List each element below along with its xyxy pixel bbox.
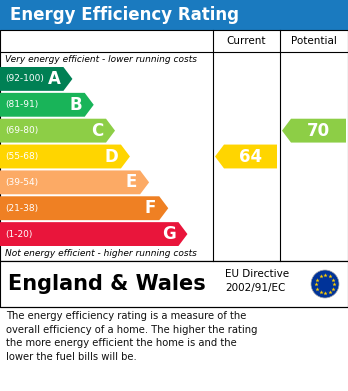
Polygon shape <box>0 119 115 143</box>
Text: 70: 70 <box>307 122 330 140</box>
Polygon shape <box>0 145 130 169</box>
Text: EU Directive
2002/91/EC: EU Directive 2002/91/EC <box>225 269 289 292</box>
Text: (1-20): (1-20) <box>5 230 32 239</box>
Bar <box>0 30 348 261</box>
Text: (55-68): (55-68) <box>5 152 38 161</box>
Polygon shape <box>0 67 72 91</box>
Text: C: C <box>91 122 103 140</box>
Text: G: G <box>162 225 175 243</box>
Bar <box>0 0 348 30</box>
Bar <box>0 30 348 52</box>
Text: (69-80): (69-80) <box>5 126 38 135</box>
Text: (39-54): (39-54) <box>5 178 38 187</box>
Text: B: B <box>69 96 82 114</box>
Text: 64: 64 <box>239 147 262 165</box>
Polygon shape <box>0 93 94 117</box>
Text: A: A <box>48 70 61 88</box>
Polygon shape <box>282 119 346 143</box>
Polygon shape <box>0 196 168 220</box>
Bar <box>0 261 348 307</box>
Text: Potential: Potential <box>291 36 337 46</box>
Polygon shape <box>215 145 277 169</box>
Text: E: E <box>126 173 137 191</box>
Text: England & Wales: England & Wales <box>8 274 206 294</box>
Text: Very energy efficient - lower running costs: Very energy efficient - lower running co… <box>5 54 197 63</box>
Text: D: D <box>104 147 118 165</box>
Text: (81-91): (81-91) <box>5 100 38 109</box>
Text: Current: Current <box>227 36 266 46</box>
Text: (92-100): (92-100) <box>5 74 44 83</box>
Polygon shape <box>0 222 188 246</box>
Circle shape <box>311 270 339 298</box>
Text: The energy efficiency rating is a measure of the
overall efficiency of a home. T: The energy efficiency rating is a measur… <box>6 311 258 362</box>
Text: (21-38): (21-38) <box>5 204 38 213</box>
Text: Energy Efficiency Rating: Energy Efficiency Rating <box>10 6 239 24</box>
Polygon shape <box>0 170 149 194</box>
Text: F: F <box>145 199 156 217</box>
Text: Not energy efficient - higher running costs: Not energy efficient - higher running co… <box>5 249 197 258</box>
